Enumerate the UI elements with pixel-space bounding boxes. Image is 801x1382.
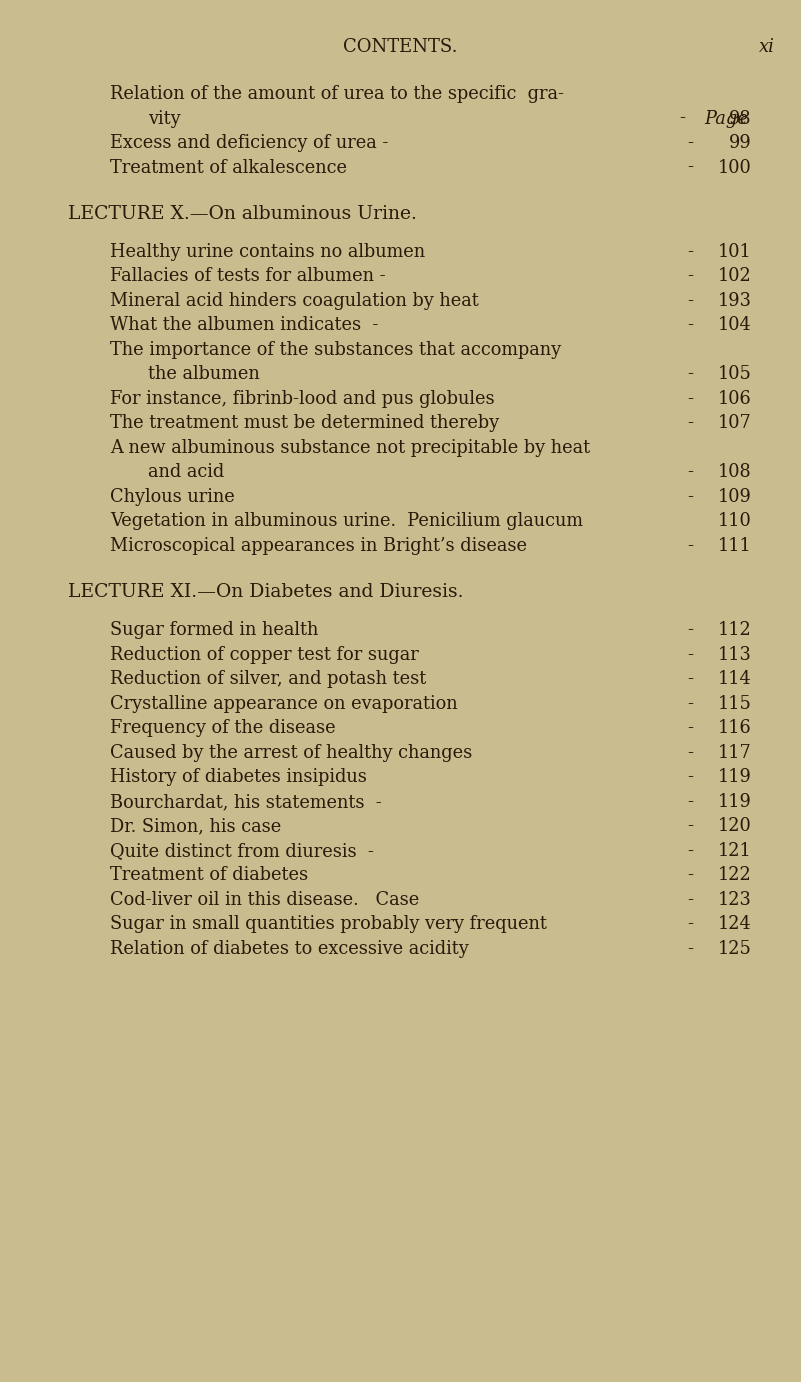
Text: 112: 112	[718, 622, 752, 640]
Text: LECTURE X.—On albuminous Urine.: LECTURE X.—On albuminous Urine.	[68, 205, 417, 223]
Text: and acid: and acid	[148, 463, 224, 481]
Text: -: -	[687, 463, 693, 481]
Text: Crystalline appearance on evaporation: Crystalline appearance on evaporation	[110, 695, 457, 713]
Text: 102: 102	[718, 268, 752, 286]
Text: 99: 99	[729, 134, 752, 152]
Text: A new albuminous substance not precipitable by heat: A new albuminous substance not precipita…	[110, 439, 590, 457]
Text: What the albumen indicates  -: What the albumen indicates -	[110, 316, 378, 334]
Text: 117: 117	[718, 744, 752, 761]
Text: xi: xi	[759, 37, 775, 57]
Text: vity: vity	[148, 109, 180, 127]
Text: -: -	[687, 159, 693, 177]
Text: 193: 193	[718, 292, 752, 310]
Text: -: -	[687, 670, 693, 688]
Text: 119: 119	[718, 793, 752, 811]
Text: 116: 116	[718, 720, 752, 738]
Text: 98: 98	[730, 109, 752, 127]
Text: Caused by the arrest of healthy changes: Caused by the arrest of healthy changes	[110, 744, 473, 761]
Text: For instance, fibrinb-lood and pus globules: For instance, fibrinb-lood and pus globu…	[110, 390, 495, 408]
Text: 106: 106	[718, 390, 752, 408]
Text: Quite distinct from diuresis  -: Quite distinct from diuresis -	[110, 842, 374, 860]
Text: -: -	[687, 867, 693, 884]
Text: Bourchardat, his statements  -: Bourchardat, his statements -	[110, 793, 382, 811]
Text: 114: 114	[718, 670, 752, 688]
Text: Vegetation in albuminous urine.  Penicilium glaucum: Vegetation in albuminous urine. Penicili…	[110, 513, 583, 531]
Text: Treatment of alkalescence: Treatment of alkalescence	[110, 159, 347, 177]
Text: -: -	[687, 645, 693, 663]
Text: -: -	[687, 268, 693, 286]
Text: -: -	[687, 538, 693, 556]
Text: 107: 107	[718, 415, 752, 433]
Text: -: -	[687, 817, 693, 836]
Text: 125: 125	[718, 940, 752, 958]
Text: Fallacies of tests for albumen -: Fallacies of tests for albumen -	[110, 268, 385, 286]
Text: -: -	[687, 744, 693, 761]
Text: -: -	[687, 695, 693, 713]
Text: 113: 113	[718, 645, 752, 663]
Text: -: -	[687, 243, 693, 261]
Text: -: -	[687, 365, 693, 383]
Text: Treatment of diabetes: Treatment of diabetes	[110, 867, 308, 884]
Text: -: -	[687, 842, 693, 860]
Text: -: -	[687, 720, 693, 738]
Text: 124: 124	[718, 915, 752, 933]
Text: the albumen: the albumen	[148, 365, 260, 383]
Text: History of diabetes insipidus: History of diabetes insipidus	[110, 768, 367, 786]
Text: -: -	[687, 793, 693, 811]
Text: Mineral acid hinders coagulation by heat: Mineral acid hinders coagulation by heat	[110, 292, 479, 310]
Text: 119: 119	[718, 768, 752, 786]
Text: 101: 101	[718, 243, 752, 261]
Text: Microscopical appearances in Bright’s disease: Microscopical appearances in Bright’s di…	[110, 538, 527, 556]
Text: -: -	[687, 134, 693, 152]
Text: 105: 105	[718, 365, 752, 383]
Text: -: -	[687, 768, 693, 786]
Text: Reduction of copper test for sugar: Reduction of copper test for sugar	[110, 645, 419, 663]
Text: Sugar in small quantities probably very frequent: Sugar in small quantities probably very …	[110, 915, 547, 933]
Text: Relation of diabetes to excessive acidity: Relation of diabetes to excessive acidit…	[110, 940, 469, 958]
Text: -: -	[687, 292, 693, 310]
Text: 108: 108	[718, 463, 752, 481]
Text: CONTENTS.: CONTENTS.	[344, 37, 457, 57]
Text: 111: 111	[718, 538, 752, 556]
Text: The treatment must be determined thereby: The treatment must be determined thereby	[110, 415, 499, 433]
Text: Healthy urine contains no albumen: Healthy urine contains no albumen	[110, 243, 425, 261]
Text: The importance of the substances that accompany: The importance of the substances that ac…	[110, 341, 562, 359]
Text: Reduction of silver, and potash test: Reduction of silver, and potash test	[110, 670, 426, 688]
Text: 122: 122	[718, 867, 752, 884]
Text: 104: 104	[718, 316, 752, 334]
Text: 110: 110	[718, 513, 752, 531]
Text: -: -	[687, 915, 693, 933]
Text: Sugar formed in health: Sugar formed in health	[110, 622, 318, 640]
Text: 120: 120	[718, 817, 752, 836]
Text: Excess and deficiency of urea -: Excess and deficiency of urea -	[110, 134, 388, 152]
Text: 115: 115	[718, 695, 752, 713]
Text: 109: 109	[718, 488, 752, 506]
Text: -: -	[687, 940, 693, 958]
Text: Cod-liver oil in this disease.   Case: Cod-liver oil in this disease. Case	[110, 891, 419, 909]
Text: -: -	[687, 316, 693, 334]
Text: -: -	[679, 109, 685, 127]
Text: 100: 100	[718, 159, 752, 177]
Text: Frequency of the disease: Frequency of the disease	[110, 720, 336, 738]
Text: 123: 123	[718, 891, 752, 909]
Text: -: -	[687, 415, 693, 433]
Text: -: -	[687, 390, 693, 408]
Text: 121: 121	[718, 842, 752, 860]
Text: -: -	[687, 891, 693, 909]
Text: Dr. Simon, his case: Dr. Simon, his case	[110, 817, 281, 836]
Text: LECTURE XI.—On Diabetes and Diuresis.: LECTURE XI.—On Diabetes and Diuresis.	[68, 583, 464, 601]
Text: -: -	[687, 488, 693, 506]
Text: -: -	[687, 622, 693, 640]
Text: Page: Page	[704, 109, 748, 127]
Text: Chylous urine: Chylous urine	[110, 488, 235, 506]
Text: Relation of the amount of urea to the specific  gra-: Relation of the amount of urea to the sp…	[110, 86, 564, 104]
